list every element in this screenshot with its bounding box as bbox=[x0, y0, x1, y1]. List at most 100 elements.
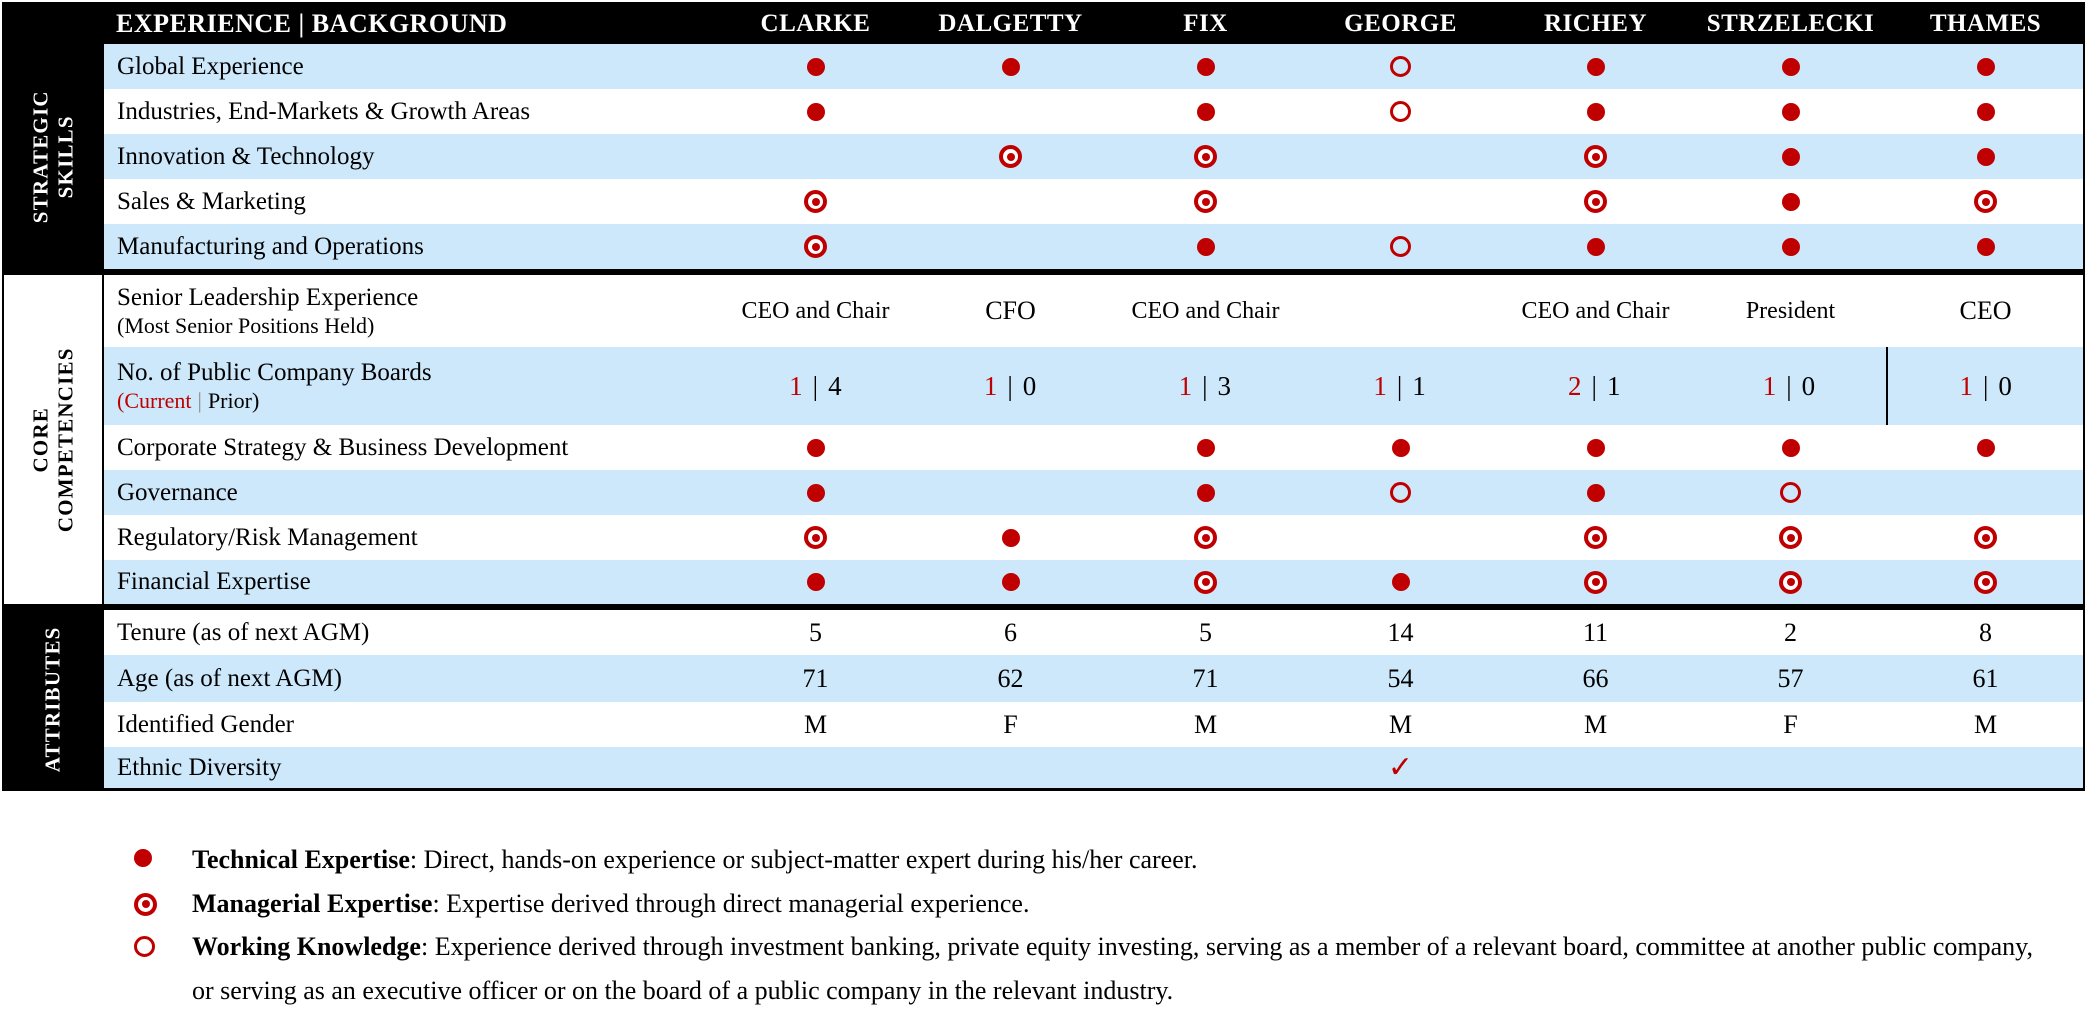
managerial-expertise-icon bbox=[1194, 145, 1217, 168]
managerial-expertise-icon bbox=[1194, 570, 1217, 594]
row-label: Identified Gender bbox=[104, 702, 718, 747]
table-row: Regulatory/Risk Management bbox=[104, 515, 2083, 560]
matrix-cell bbox=[1498, 515, 1693, 560]
technical-expertise-icon bbox=[1196, 102, 1215, 121]
section-label-line: COMPETENCIES bbox=[53, 347, 78, 532]
row-label: Industries, End-Markets & Growth Areas bbox=[104, 89, 718, 134]
matrix-cell bbox=[1693, 470, 1888, 515]
matrix-cell bbox=[1498, 747, 1693, 788]
matrix-cell bbox=[1108, 134, 1303, 179]
matrix-cell bbox=[718, 747, 913, 788]
boards-prior: 1 bbox=[1606, 370, 1621, 401]
working-knowledge-icon bbox=[1390, 101, 1411, 122]
technical-expertise-icon bbox=[1976, 147, 1995, 166]
matrix-cell: 11 bbox=[1498, 610, 1693, 655]
matrix-cell bbox=[718, 515, 913, 560]
table-row: Identified Gender M F M M M F M bbox=[104, 702, 2083, 747]
managerial-expertise-icon bbox=[1584, 570, 1607, 594]
cell-value: M bbox=[803, 709, 828, 739]
row-label-text: Senior Leadership Experience bbox=[117, 283, 419, 311]
matrix-cell bbox=[1498, 44, 1693, 89]
column-header-strzelecki: STRZELECKI bbox=[1706, 10, 1875, 37]
matrix-cell: 1 | 1 bbox=[1302, 347, 1497, 425]
matrix-cell: 71 bbox=[1108, 655, 1303, 702]
matrix-cell bbox=[1108, 747, 1303, 788]
matrix-cell bbox=[1693, 560, 1888, 604]
matrix-cell: 62 bbox=[913, 655, 1108, 702]
technical-expertise-icon bbox=[1586, 237, 1605, 256]
technical-expertise-icon bbox=[1196, 57, 1215, 76]
technical-expertise-icon bbox=[806, 57, 825, 76]
cell-value: M bbox=[1583, 709, 1608, 739]
boards-prior: 0 bbox=[1801, 370, 1816, 401]
table-row: Ethnic Diversity ✓ bbox=[104, 747, 2083, 788]
matrix-cell bbox=[1888, 89, 2083, 134]
matrix-cell: President bbox=[1693, 275, 1888, 347]
matrix-cell bbox=[1693, 515, 1888, 560]
legend-text: Working Knowledge: Experience derived th… bbox=[192, 925, 2058, 1009]
matrix-cell bbox=[1303, 44, 1498, 89]
matrix-cell bbox=[718, 470, 913, 515]
technical-expertise-icon bbox=[1001, 573, 1020, 591]
legend-icon-col bbox=[134, 838, 192, 872]
working-knowledge-icon bbox=[1390, 56, 1411, 77]
matrix-cell: CEO and Chair bbox=[718, 275, 913, 347]
managerial-expertise-icon bbox=[804, 190, 827, 213]
section-rows: Tenure (as of next AGM) 5 6 5 14 11 2 8 Age (as … bbox=[104, 610, 2083, 788]
technical-expertise-icon bbox=[806, 438, 825, 457]
table-row: Innovation & Technology bbox=[104, 134, 2083, 179]
matrix-cell bbox=[1498, 179, 1693, 224]
technical-expertise-icon bbox=[806, 573, 825, 591]
cell-value: M bbox=[1388, 709, 1413, 739]
matrix-cell: ✓ bbox=[1303, 747, 1498, 788]
row-label-text: Financial Expertise bbox=[117, 568, 311, 596]
table-row: Sales & Marketing bbox=[104, 179, 2083, 224]
column-header-fix: FIX bbox=[1183, 10, 1228, 37]
matrix-cell bbox=[1108, 560, 1303, 604]
section-core-competencies: CORE COMPETENCIES Senior Leadership Experi… bbox=[4, 275, 2083, 604]
header-title: EXPERIENCE | BACKGROUND bbox=[116, 9, 508, 38]
matrix-cell: 8 bbox=[1888, 610, 2083, 655]
table-row: Corporate Strategy & Business Developmen… bbox=[104, 425, 2083, 470]
boards-prior: 0 bbox=[1022, 370, 1037, 401]
boards-count: 2 | 1 bbox=[1568, 371, 1620, 402]
boards-current: 1 bbox=[1959, 370, 1973, 401]
technical-expertise-icon bbox=[1196, 483, 1215, 502]
row-label-text: Innovation & Technology bbox=[117, 142, 375, 170]
sublabel-current: (Current bbox=[117, 388, 192, 413]
row-label: Corporate Strategy & Business Developmen… bbox=[104, 425, 718, 470]
technical-expertise-icon bbox=[1001, 528, 1020, 547]
managerial-expertise-icon bbox=[999, 145, 1022, 168]
matrix-cell bbox=[1108, 515, 1303, 560]
cell-value: 6 bbox=[1004, 617, 1017, 647]
boards-current: 1 bbox=[789, 370, 803, 401]
matrix-cell: CEO bbox=[1888, 275, 2083, 347]
legend-term: Working Knowledge bbox=[192, 932, 421, 962]
cell-value: 8 bbox=[1979, 617, 1992, 647]
section-band-strategic-skills: STRATEGIC SKILLS bbox=[4, 44, 104, 269]
cell-value: 54 bbox=[1387, 663, 1414, 693]
matrix-cell: 14 bbox=[1303, 610, 1498, 655]
matrix-cell bbox=[1303, 224, 1498, 269]
matrix-cell bbox=[913, 515, 1108, 560]
row-label: Age (as of next AGM) bbox=[104, 655, 718, 702]
row-label-text: Tenure (as of next AGM) bbox=[117, 618, 370, 646]
technical-expertise-icon bbox=[1196, 237, 1215, 256]
cell-value: President bbox=[1745, 297, 1836, 324]
managerial-expertise-icon bbox=[1974, 526, 1997, 549]
row-label: Regulatory/Risk Management bbox=[104, 515, 718, 560]
cell-value: 5 bbox=[1199, 617, 1212, 647]
technical-expertise-icon bbox=[1976, 102, 1995, 121]
matrix-cell bbox=[1888, 224, 2083, 269]
technical-expertise-icon bbox=[1781, 57, 1800, 76]
matrix-cell bbox=[1693, 134, 1888, 179]
cell-value: M bbox=[1193, 709, 1218, 739]
section-rows: Global Experience Industries, End-Markets… bbox=[104, 44, 2083, 269]
technical-expertise-icon bbox=[1781, 102, 1800, 121]
managerial-expertise-icon bbox=[1584, 526, 1607, 549]
matrix-cell bbox=[1303, 470, 1498, 515]
matrix-cell bbox=[1108, 179, 1303, 224]
matrix-cell: 54 bbox=[1303, 655, 1498, 702]
section-divider bbox=[4, 604, 2083, 610]
matrix-cell bbox=[1498, 470, 1693, 515]
